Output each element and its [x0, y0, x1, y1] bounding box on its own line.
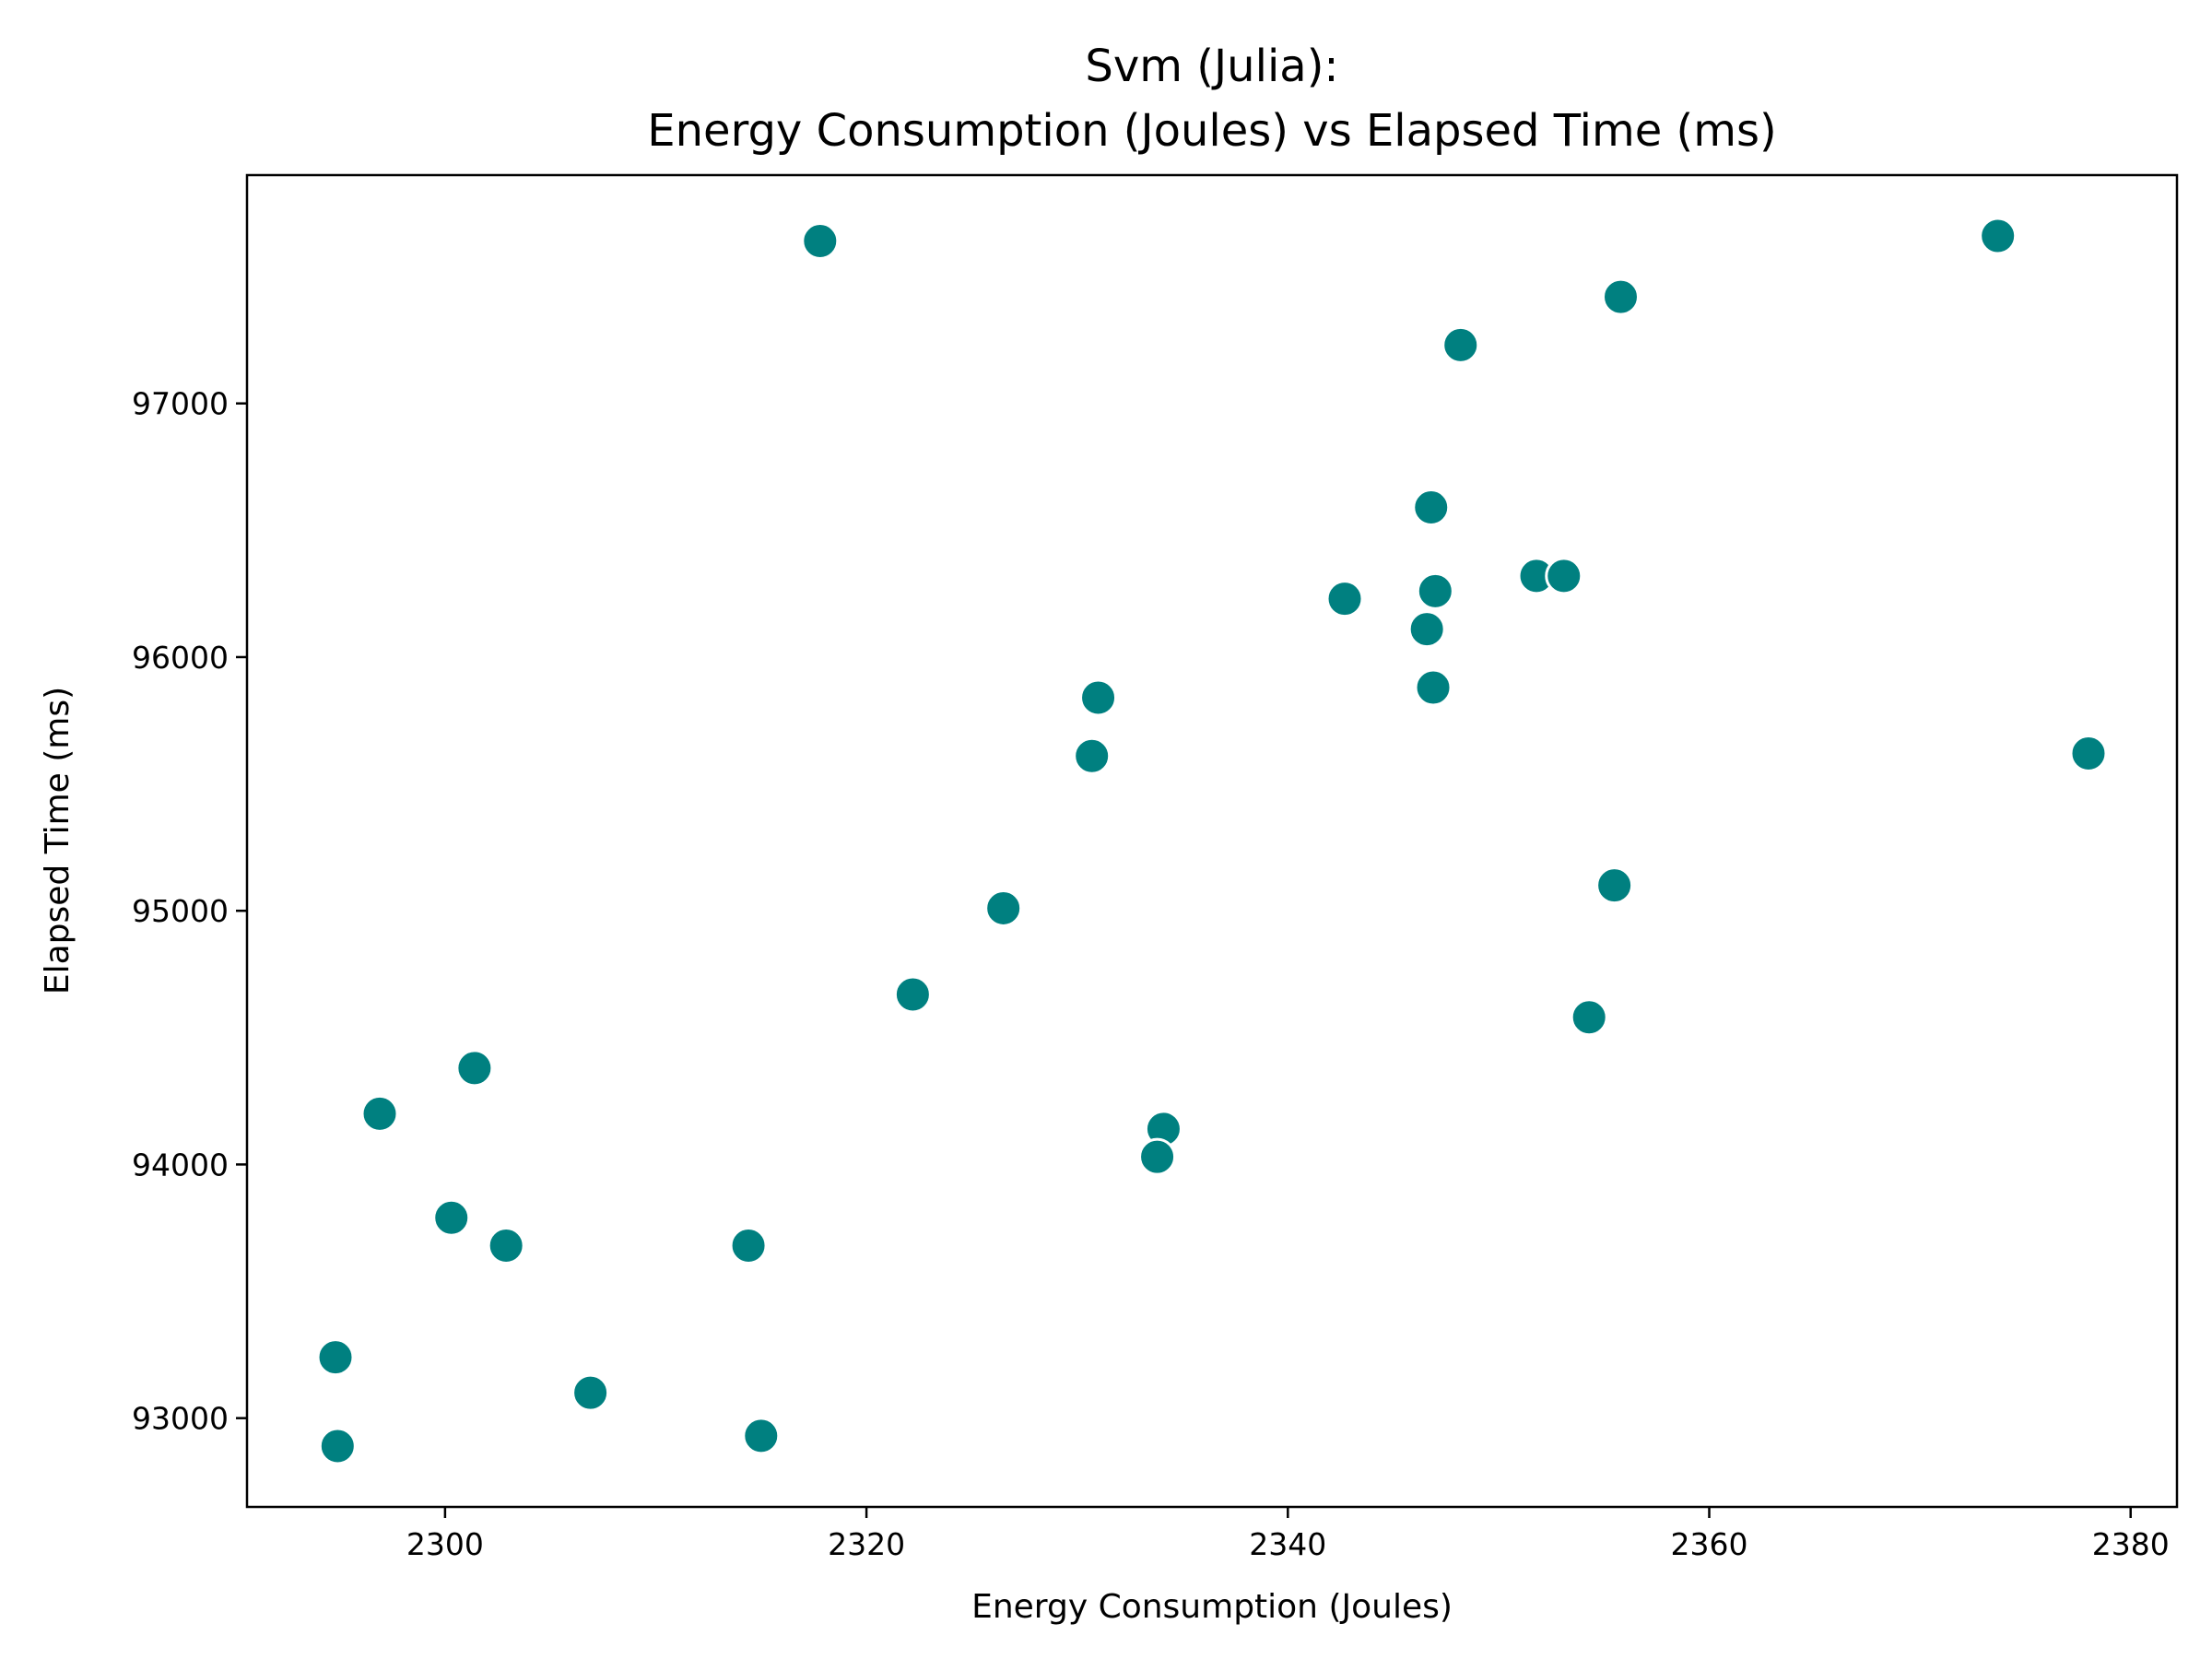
x-tick-label: 2320 — [828, 1526, 905, 1562]
data-point — [984, 888, 1023, 927]
x-tick-label: 2380 — [2092, 1526, 2170, 1562]
y-tick-label: 95000 — [132, 893, 229, 929]
data-point — [729, 1227, 768, 1265]
data-point — [893, 975, 932, 1014]
data-point — [432, 1198, 471, 1237]
chart-title-line1: Svm (Julia): — [1085, 41, 1338, 92]
data-point — [1416, 571, 1454, 610]
y-axis-ticks: 93000 94000 95000 96000 97000 — [132, 386, 247, 1437]
data-point — [2069, 735, 2108, 773]
data-point — [1601, 277, 1640, 316]
data-point — [487, 1227, 525, 1265]
data-point — [455, 1049, 494, 1088]
y-tick-label: 94000 — [132, 1147, 229, 1182]
plot-area-frame — [245, 173, 2179, 1509]
data-point — [1570, 998, 1608, 1037]
data-point — [360, 1094, 399, 1133]
x-tick-label: 2300 — [406, 1526, 484, 1562]
data-point — [1412, 488, 1451, 527]
data-point — [318, 1427, 357, 1465]
data-point — [1407, 610, 1446, 649]
data-point — [1325, 580, 1364, 618]
y-tick-label: 93000 — [132, 1401, 229, 1437]
data-point — [316, 1338, 355, 1377]
chart-title-line2: Energy Consumption (Joules) vs Elapsed T… — [647, 105, 1776, 157]
x-tick-label: 2360 — [1671, 1526, 1748, 1562]
y-axis-label: Elapsed Time (ms) — [39, 687, 76, 994]
x-axis-label: Energy Consumption (Joules) — [971, 1588, 1453, 1626]
data-point — [1979, 217, 2018, 255]
data-point — [1545, 557, 1583, 595]
data-point — [1414, 668, 1453, 707]
data-point — [742, 1417, 781, 1455]
data-point — [801, 222, 840, 261]
x-axis-ticks: 2300 2320 2340 2360 2380 — [406, 1507, 2170, 1562]
data-points — [316, 217, 2108, 1465]
data-point — [1079, 678, 1118, 717]
y-tick-label: 97000 — [132, 386, 229, 422]
y-tick-label: 96000 — [132, 640, 229, 676]
x-tick-label: 2340 — [1249, 1526, 1326, 1562]
data-point — [1138, 1137, 1177, 1176]
data-point — [1441, 325, 1480, 364]
data-point — [1073, 736, 1112, 775]
data-point — [1595, 866, 1634, 905]
data-point — [571, 1373, 610, 1412]
